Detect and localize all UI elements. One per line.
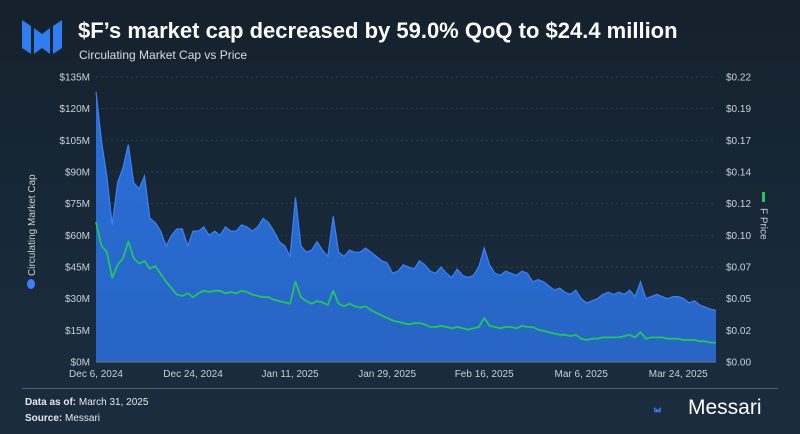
y-right-tick-label: $0.19 xyxy=(726,104,751,115)
x-tick-label: Jan 11, 2025 xyxy=(262,369,320,380)
x-tick-label: Mar 24, 2025 xyxy=(649,369,708,380)
footer-divider xyxy=(22,388,778,389)
y-left-tick-label: $90M xyxy=(65,168,90,179)
y-right-tick-label: $0.22 xyxy=(726,73,751,84)
price-line xyxy=(95,221,716,344)
y-right-tick-label: $0.10 xyxy=(726,231,751,242)
y-right-tick-label: $0.14 xyxy=(726,168,751,179)
market-cap-area xyxy=(96,91,716,363)
y-left-tick-label: $30M xyxy=(65,294,90,305)
y-left-tick-label: $105M xyxy=(59,136,90,147)
legend-price: F Price xyxy=(758,192,769,240)
messari-logo-icon xyxy=(22,20,62,54)
source: Source: Messari xyxy=(25,413,100,424)
chart-svg: $0M $0.00 $15M $0.02 $30M $0.05 $45M $0.07 $60M $… xyxy=(27,73,769,380)
y-right-tick-label: $0.02 xyxy=(726,326,751,337)
x-tick-label: Feb 16, 2025 xyxy=(455,369,514,380)
source-label: Source: xyxy=(25,413,63,424)
legend-market-cap-label: Circulating Market Cap xyxy=(27,174,38,276)
y-right-tick-label: $0.05 xyxy=(726,294,751,305)
chart-subtitle: Circulating Market Cap vs Price xyxy=(79,48,248,62)
y-right-tick-label: $0.00 xyxy=(726,358,751,369)
chart-title: $F’s market cap decreased by 59.0% QoQ t… xyxy=(78,18,678,43)
x-tick-label: Dec 6, 2024 xyxy=(69,369,123,380)
y-left-tick-label: $0M xyxy=(71,358,90,369)
y-left-tick-label: $15M xyxy=(65,326,90,337)
legend-price-swatch xyxy=(762,192,765,202)
data-as-of-value: March 31, 2025 xyxy=(78,397,149,408)
y-right-tick-label: $0.17 xyxy=(726,136,751,147)
x-tick-label: Dec 24, 2024 xyxy=(163,369,223,380)
y-left-tick-label: $120M xyxy=(59,104,90,115)
legend-market-cap: Circulating Market Cap xyxy=(27,174,38,289)
source-value: Messari xyxy=(65,413,101,424)
messari-brand-icon xyxy=(654,407,661,413)
x-tick-label: Mar 6, 2025 xyxy=(555,369,609,380)
y-left-tick-label: $60M xyxy=(65,231,90,242)
data-as-of: Data as of: March 31, 2025 xyxy=(25,397,148,408)
legend-market-cap-swatch xyxy=(27,279,35,289)
y-left-tick-label: $45M xyxy=(65,263,90,274)
market-cap-line xyxy=(95,91,717,312)
x-tick-label: Jan 29, 2025 xyxy=(358,369,416,380)
y-left-tick-label: $135M xyxy=(59,73,90,84)
y-right-tick-label: $0.07 xyxy=(726,263,751,274)
data-as-of-label: Data as of: xyxy=(25,397,77,408)
brand-name: Messari xyxy=(688,396,762,419)
legend-price-label: F Price xyxy=(758,208,769,240)
y-left-tick-label: $75M xyxy=(65,199,90,210)
y-right-tick-label: $0.12 xyxy=(726,199,751,210)
